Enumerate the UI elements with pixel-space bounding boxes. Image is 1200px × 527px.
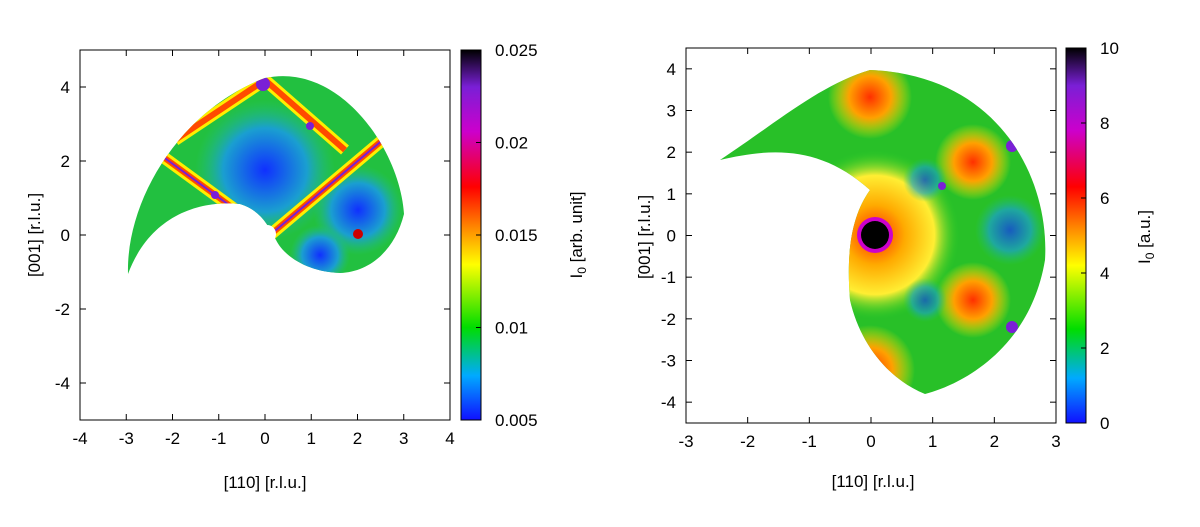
colorbar-tick-label: 0.01 [495,319,528,338]
colorbar-tick-label: 10 [1100,39,1119,58]
x-tick-label: 0 [260,429,269,448]
y-tick-label: -3 [661,352,676,371]
colorbar-frame-right [1065,47,1087,424]
x-tick-label: 0 [866,432,875,451]
colorbar-tick-label: 0 [1100,414,1109,433]
colorbar-tick-label: 0.02 [495,134,528,153]
colorbar-tick-label: 0.005 [495,411,538,430]
colorbar-tick-label: 6 [1100,189,1109,208]
colorbar-ticks-right: 10 8 6 4 2 0 [1081,39,1119,433]
x-tick-label: -2 [165,429,180,448]
x-tick-label: -3 [678,432,693,451]
y-tick-label: -4 [661,393,676,412]
colorbar-ticks-left: 0.025 0.02 0.015 0.01 0.005 [476,41,538,430]
y-tick-label: 2 [61,152,70,171]
y-tick-label: 4 [61,78,70,97]
x-tick-label: -3 [119,429,134,448]
y-tick-label: -4 [55,374,70,393]
y-tick-label: 0 [61,226,70,245]
x-tick-label: 1 [928,432,937,451]
colorbar-tick-label: 0.025 [495,41,538,60]
y-axis-label-right: [001] [r.l.u.] [635,195,654,279]
x-tick-label: -1 [802,432,817,451]
colorbar-right [1066,48,1086,423]
x-tick-label: -1 [211,429,226,448]
x-tick-label: 1 [307,429,316,448]
x-tick-label: 3 [1051,432,1060,451]
x-tick-label: -4 [72,429,87,448]
x-axis-label-right: [110] [r.l.u.] [832,472,915,491]
colorbar-label-left: I0 [arb. unit] [567,191,589,278]
y-tick-label: -2 [661,310,676,329]
y-tick-label: 1 [667,185,676,204]
colorbar-tick-label: 8 [1100,114,1109,133]
center-spot-right [861,221,889,249]
origin-hole-left [258,225,276,243]
axis-ticks-left: -4 -3 -2 -1 0 1 2 3 4 4 2 0 -2 -4 [55,50,455,448]
x-tick-label: -2 [740,432,755,451]
colorbar-tick-label: 0.015 [495,226,538,245]
colorbar-label-right: I0 [a.u.] [1135,210,1157,264]
colorbar-tick-label: 2 [1100,339,1109,358]
x-tick-label: 3 [399,429,408,448]
y-tick-label: -1 [661,268,676,287]
y-tick-label: 2 [667,143,676,162]
x-tick-label: 2 [990,432,999,451]
y-tick-label: -2 [55,300,70,319]
y-axis-label-left: [001] [r.l.u.] [25,193,44,277]
y-tick-label: 0 [667,227,676,246]
axis-ticks-right: -3 -2 -1 0 1 2 3 4 3 2 1 0 -1 -2 -3 -4 [661,48,1061,451]
chart-left: -4 -3 -2 -1 0 1 2 3 4 4 2 0 -2 -4 [110] [r.l.u.] [001… [25,41,589,492]
y-tick-label: 4 [667,60,676,79]
colorbar-tick-label: 4 [1100,264,1109,283]
x-axis-label-left: [110] [r.l.u.] [224,473,307,492]
x-tick-label: 4 [445,429,454,448]
x-tick-label: 2 [353,429,362,448]
y-tick-label: 3 [667,102,676,121]
